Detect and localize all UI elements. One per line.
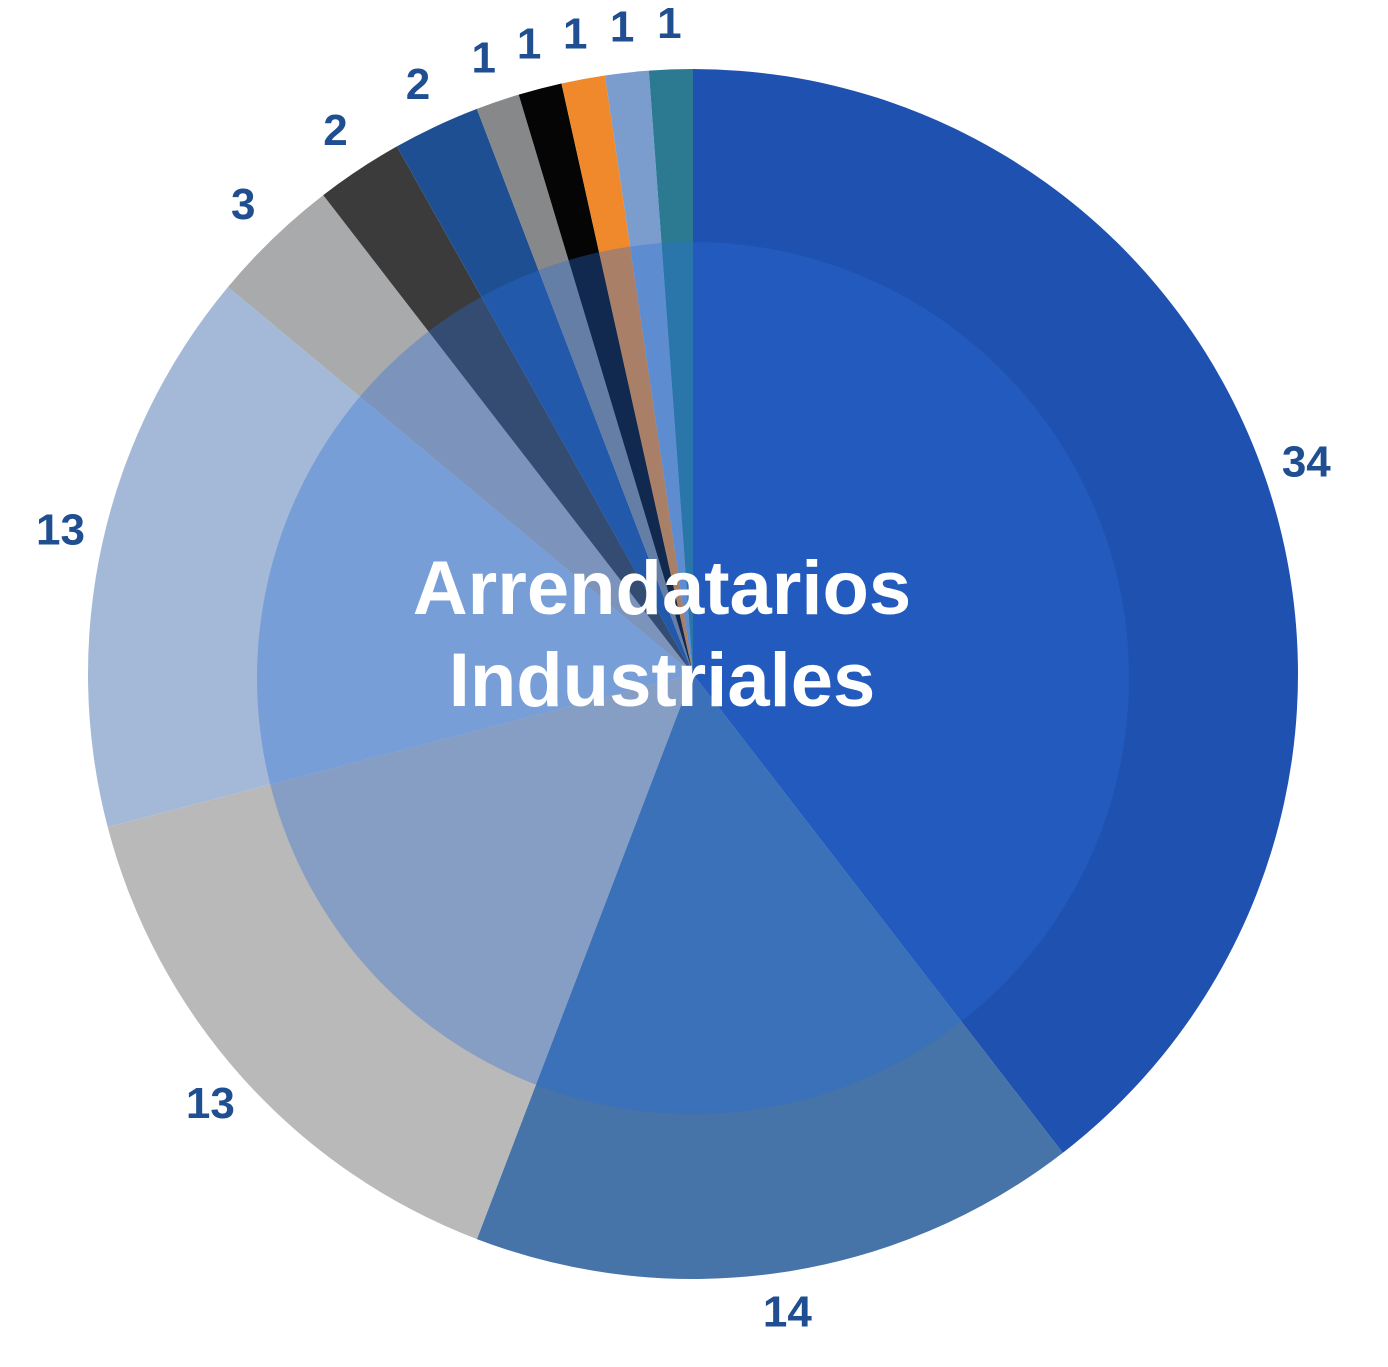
page: 3414131332211111 Arrendatarios Industria… [0, 0, 1388, 1367]
value-label: 13 [36, 506, 85, 555]
value-label: 2 [323, 106, 347, 155]
value-label: 2 [406, 60, 430, 109]
chart-title-line: Arrendatarios [413, 546, 911, 631]
value-label: 14 [763, 1288, 812, 1337]
value-label: 1 [610, 3, 634, 52]
value-label: 34 [1282, 437, 1331, 486]
value-label: 3 [231, 180, 255, 229]
value-label: 1 [472, 33, 496, 82]
value-label: 1 [563, 9, 587, 58]
chart: 3414131332211111 Arrendatarios Industria… [0, 0, 1388, 1367]
chart-title-line: Industriales [449, 638, 876, 723]
value-label: 13 [186, 1079, 235, 1128]
value-label: 1 [517, 20, 541, 69]
value-label: 1 [657, 0, 681, 48]
